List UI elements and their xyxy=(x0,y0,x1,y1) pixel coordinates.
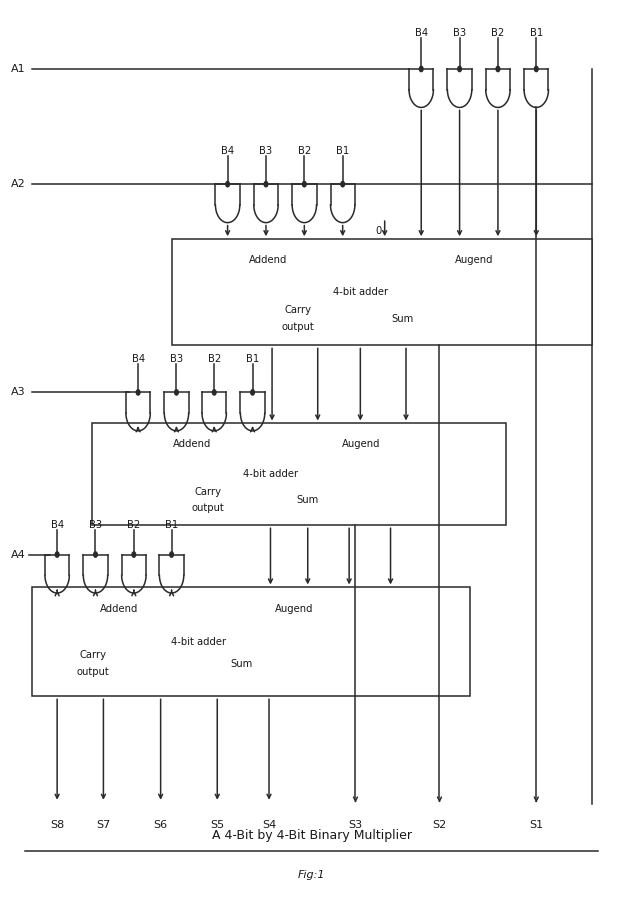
Text: S1: S1 xyxy=(529,820,543,830)
Text: Addend: Addend xyxy=(249,256,287,266)
Text: B4: B4 xyxy=(131,354,145,364)
Text: 4-bit adder: 4-bit adder xyxy=(333,287,388,297)
Text: 4-bit adder: 4-bit adder xyxy=(243,470,298,480)
Text: B2: B2 xyxy=(207,354,221,364)
Circle shape xyxy=(55,552,59,557)
Circle shape xyxy=(496,67,500,72)
Text: Fig:1: Fig:1 xyxy=(298,870,325,880)
Circle shape xyxy=(212,390,216,395)
Text: A1: A1 xyxy=(11,64,26,74)
Text: B4: B4 xyxy=(415,28,428,38)
Text: Augend: Augend xyxy=(342,439,381,449)
Text: 0: 0 xyxy=(376,226,382,236)
Text: B3: B3 xyxy=(259,146,272,156)
Text: S7: S7 xyxy=(97,820,110,830)
Bar xyxy=(171,239,592,346)
Circle shape xyxy=(93,552,97,557)
Text: Sum: Sum xyxy=(391,314,414,324)
Text: Carry: Carry xyxy=(284,305,311,315)
Text: Sum: Sum xyxy=(231,659,253,669)
Text: B2: B2 xyxy=(298,146,311,156)
Text: B1: B1 xyxy=(336,146,350,156)
Text: B3: B3 xyxy=(453,28,466,38)
Text: B3: B3 xyxy=(170,354,183,364)
Circle shape xyxy=(458,67,462,72)
Text: B4: B4 xyxy=(50,519,64,530)
Circle shape xyxy=(419,67,423,72)
Text: Augend: Augend xyxy=(455,256,493,266)
Text: 4-bit adder: 4-bit adder xyxy=(171,637,226,647)
Circle shape xyxy=(250,390,254,395)
Text: A 4-Bit by 4-Bit Binary Multiplier: A 4-Bit by 4-Bit Binary Multiplier xyxy=(212,829,412,842)
Text: A4: A4 xyxy=(11,550,26,560)
Circle shape xyxy=(264,182,268,187)
Text: S5: S5 xyxy=(210,820,224,830)
Text: output: output xyxy=(281,322,314,332)
Bar xyxy=(32,588,470,697)
Circle shape xyxy=(303,182,306,187)
Text: output: output xyxy=(77,668,109,678)
Text: B1: B1 xyxy=(165,519,178,530)
Text: S3: S3 xyxy=(348,820,363,830)
Circle shape xyxy=(226,182,229,187)
Text: B1: B1 xyxy=(246,354,259,364)
Text: Carry: Carry xyxy=(195,487,222,497)
Text: S2: S2 xyxy=(432,820,447,830)
Text: S8: S8 xyxy=(50,820,64,830)
Text: B4: B4 xyxy=(221,146,234,156)
Text: output: output xyxy=(192,503,225,513)
Text: B3: B3 xyxy=(89,519,102,530)
Text: A2: A2 xyxy=(11,179,26,189)
Circle shape xyxy=(341,182,345,187)
Text: Augend: Augend xyxy=(275,604,314,614)
Text: A3: A3 xyxy=(11,387,26,398)
Text: B1: B1 xyxy=(530,28,543,38)
Text: Carry: Carry xyxy=(80,650,107,660)
Text: Addend: Addend xyxy=(173,439,211,449)
Circle shape xyxy=(136,390,140,395)
Text: S4: S4 xyxy=(262,820,276,830)
Text: B2: B2 xyxy=(492,28,505,38)
Bar xyxy=(92,423,506,526)
Text: B2: B2 xyxy=(127,519,140,530)
Circle shape xyxy=(174,390,178,395)
Text: Sum: Sum xyxy=(297,495,319,505)
Circle shape xyxy=(170,552,173,557)
Circle shape xyxy=(132,552,136,557)
Text: Addend: Addend xyxy=(100,604,138,614)
Text: S6: S6 xyxy=(154,820,168,830)
Circle shape xyxy=(535,67,538,72)
